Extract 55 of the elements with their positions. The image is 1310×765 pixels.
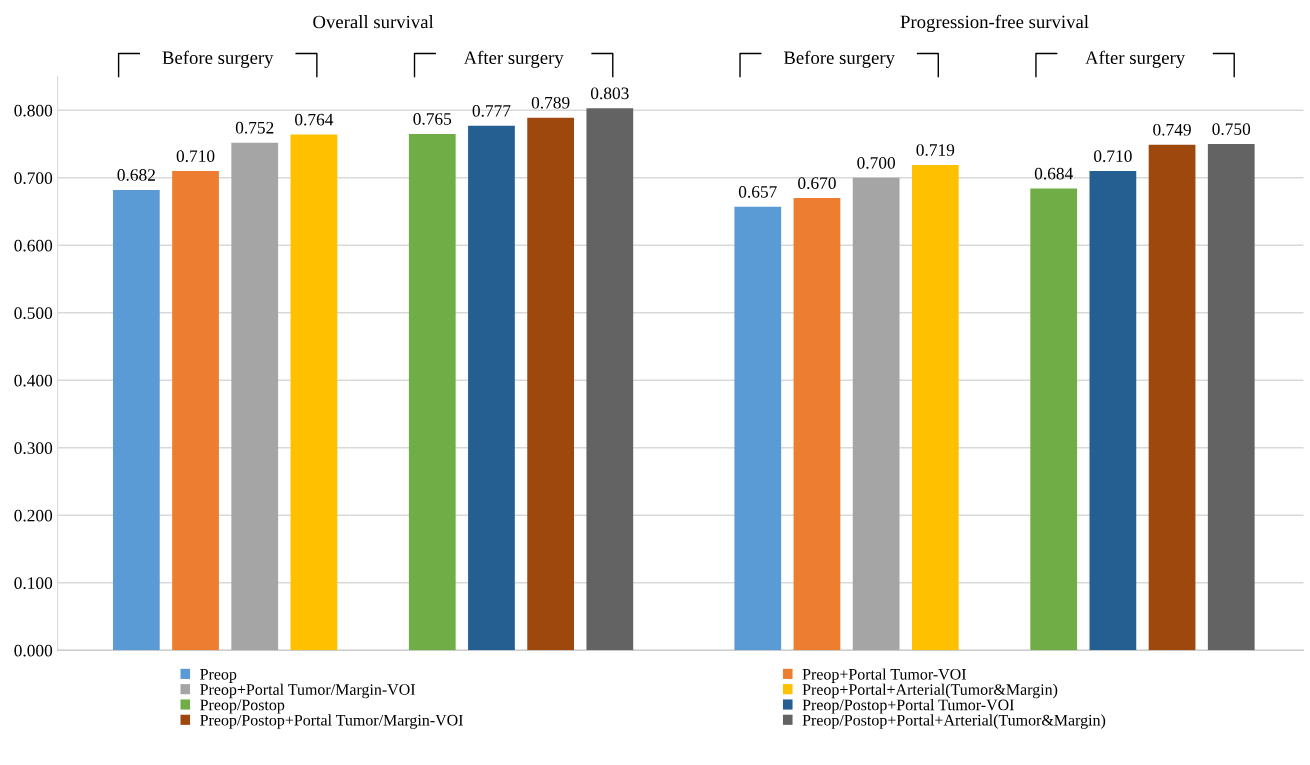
data-label: 0.719 [916,144,955,156]
y-tick-label: 0.100 [14,577,53,590]
legend-label: Preop/Postop [200,699,285,714]
data-label: 0.657 [738,185,777,198]
data-label: 0.710 [1094,150,1132,162]
bar [1089,171,1137,651]
data-label: 0.700 [857,156,896,169]
data-label: 0.765 [413,113,452,125]
bar [1207,144,1255,651]
bar [468,125,515,651]
legend-label: Preop [200,669,237,683]
bar [112,189,160,651]
text: Before surgery [783,50,895,68]
legend-label: Preop+Portal Tumor-VOI [802,668,966,683]
y-tick-label: 0.300 [14,442,53,455]
y-tick-label: 0.000 [14,644,53,657]
data-label: 0.764 [295,113,334,126]
data-label: 0.803 [590,87,629,100]
bar [852,177,900,651]
data-label: 0.789 [531,96,570,109]
y-tick-label: 0.800 [14,104,53,117]
legend-label: Preop+Portal Tumor/Margin-VOI [200,683,416,699]
data-label: 0.670 [798,177,836,189]
text: After surgery [463,50,564,68]
bar [793,198,841,651]
bar [586,108,634,651]
y-tick-label: 0.200 [14,509,53,522]
data-label: 0.682 [117,169,155,181]
data-label: 0.777 [472,104,511,117]
y-tick-label: 0.600 [14,239,53,252]
bar [1148,144,1196,651]
data-label: 0.750 [1212,123,1251,135]
bar [231,142,279,651]
legend-label: Preop/Postop+Portal Tumor/Margin-VOI [200,714,463,729]
bar [172,171,219,651]
y-tick-label: 0.400 [14,374,53,387]
bar [408,133,456,651]
y-tick-label: 0.500 [14,307,53,320]
data-label: 0.684 [1034,167,1073,180]
legend-label: Preop+Portal+Arterial(Tumor&Margin) [802,683,1058,699]
legend-label: Preop/Postop+Portal+Arterial(Tumor&Margin) [802,714,1106,729]
bar [734,206,782,651]
bar [1030,188,1078,651]
data-label: 0.749 [1153,123,1191,136]
x-tick-label: Progression-free survival [900,14,1089,33]
data-label: 0.710 [176,150,215,162]
x-tick-label: Overall survival [313,15,434,29]
text: Before surgery [162,50,274,68]
y-tick-label: 0.700 [14,172,53,185]
data-label: 0.752 [235,121,274,134]
bar [290,134,338,651]
text: After surgery [1085,50,1186,68]
bar [527,117,575,651]
legend-label: Preop/Postop+Portal Tumor-VOI [802,699,1014,714]
bar [911,164,959,651]
